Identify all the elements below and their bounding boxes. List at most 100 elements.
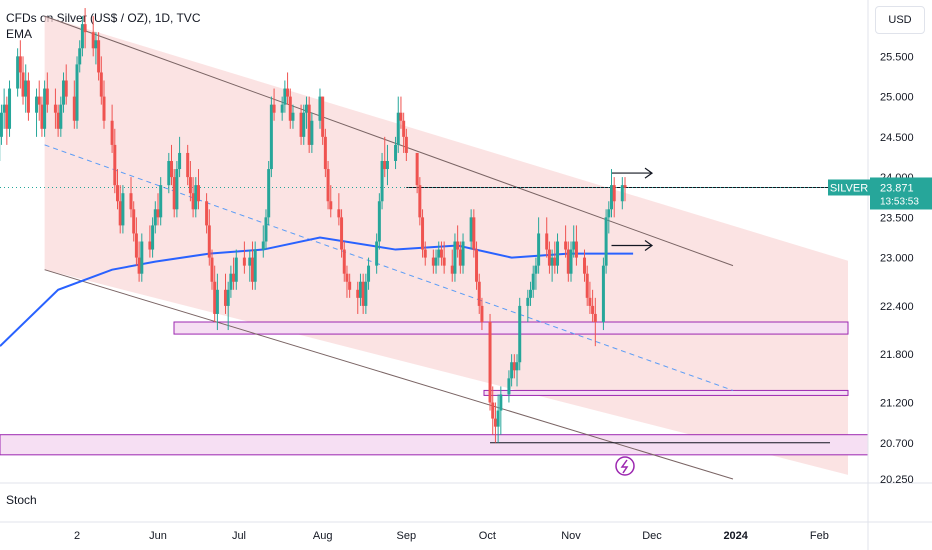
candle-body[interactable] [394, 144, 398, 161]
candle-body[interactable] [574, 241, 578, 258]
candle-body[interactable] [5, 104, 9, 129]
candle-body[interactable] [469, 217, 473, 242]
candle-body[interactable] [191, 193, 195, 210]
candle-body[interactable] [53, 104, 57, 113]
candle-body[interactable] [318, 96, 322, 121]
candle-body[interactable] [8, 88, 12, 129]
candle-body[interactable] [434, 257, 438, 266]
candle-body[interactable] [169, 161, 173, 178]
candle-body[interactable] [43, 88, 47, 129]
candle-body[interactable] [472, 217, 476, 250]
candle-body[interactable] [604, 217, 608, 266]
candle-body[interactable] [129, 193, 133, 210]
candle-body[interactable] [361, 281, 365, 306]
candle-body[interactable] [310, 120, 314, 145]
candle-body[interactable] [83, 24, 87, 33]
price-tag[interactable] [870, 177, 932, 210]
candle-body[interactable] [72, 96, 76, 121]
candle-body[interactable] [210, 257, 214, 282]
candle-body[interactable] [110, 120, 114, 145]
candle-body[interactable] [26, 80, 30, 113]
candle-body[interactable] [24, 80, 28, 97]
candle-body[interactable] [213, 281, 217, 314]
candle-body[interactable] [0, 112, 3, 137]
candle-body[interactable] [134, 233, 138, 258]
candle-body[interactable] [250, 257, 254, 282]
support-zone[interactable] [173, 321, 849, 335]
candle-body[interactable] [37, 96, 41, 105]
candle-body[interactable] [59, 104, 63, 129]
candle-body[interactable] [326, 169, 330, 202]
candle-body[interactable] [450, 265, 454, 274]
channel-upper-line[interactable] [44, 15, 734, 267]
candle-body[interactable] [399, 112, 403, 121]
candle-body[interactable] [175, 169, 179, 210]
candle-body[interactable] [35, 96, 39, 113]
candle-body[interactable] [323, 136, 327, 170]
candle-body[interactable] [607, 209, 611, 218]
candle-body[interactable] [437, 249, 441, 258]
candle-body[interactable] [286, 88, 290, 97]
candle-body[interactable] [480, 305, 484, 322]
candle-body[interactable] [367, 265, 371, 282]
candle-body[interactable] [148, 241, 152, 250]
candle-body[interactable] [620, 185, 624, 202]
candle-body[interactable] [491, 402, 495, 419]
candle-body[interactable] [40, 104, 44, 129]
candle-body[interactable] [588, 297, 592, 306]
candle-body[interactable] [21, 72, 25, 97]
candle-body[interactable] [496, 410, 500, 427]
candle-body[interactable] [132, 209, 136, 234]
candle-body[interactable] [121, 193, 125, 226]
candle-body[interactable] [215, 289, 219, 314]
candle-body[interactable] [291, 112, 295, 121]
support-zone[interactable] [483, 389, 849, 396]
candle-body[interactable] [526, 297, 530, 306]
candle-body[interactable] [178, 152, 182, 170]
candle-body[interactable] [534, 265, 538, 274]
candle-body[interactable] [461, 241, 465, 266]
candle-body[interactable] [264, 217, 268, 242]
candle-body[interactable] [439, 249, 443, 258]
candle-body[interactable] [385, 161, 389, 170]
candle-body[interactable] [553, 257, 557, 266]
candle-body[interactable] [113, 144, 117, 186]
ema-indicator-label[interactable]: EMA [6, 27, 33, 41]
candle-body[interactable] [299, 112, 303, 137]
candle-body[interactable] [62, 80, 66, 105]
candle-body[interactable] [556, 241, 560, 266]
candle-body[interactable] [288, 96, 292, 121]
candle-body[interactable] [566, 249, 570, 274]
candle-body[interactable] [564, 241, 568, 250]
candle-body[interactable] [593, 313, 597, 322]
candle-body[interactable] [358, 281, 362, 298]
candle-body[interactable] [583, 257, 587, 274]
candle-body[interactable] [529, 289, 533, 298]
candle-body[interactable] [207, 225, 211, 258]
candle-body[interactable] [18, 56, 22, 73]
candle-body[interactable] [342, 249, 346, 274]
candle-body[interactable] [383, 161, 387, 170]
candle-body[interactable] [329, 201, 333, 210]
candle-body[interactable] [64, 80, 68, 97]
candle-body[interactable] [159, 185, 163, 218]
candle-body[interactable] [591, 305, 595, 314]
candle-body[interactable] [153, 209, 157, 226]
candle-body[interactable] [156, 209, 160, 218]
symbol-tag[interactable] [828, 179, 870, 196]
candle-body[interactable] [172, 177, 176, 210]
candle-body[interactable] [510, 362, 514, 379]
candle-body[interactable] [531, 273, 535, 290]
candle-body[interactable] [458, 249, 462, 266]
candle-body[interactable] [453, 241, 457, 274]
candle-body[interactable] [151, 225, 155, 250]
candle-body[interactable] [102, 96, 106, 121]
candle-body[interactable] [518, 305, 522, 363]
candle-body[interactable] [186, 152, 190, 178]
candle-body[interactable] [118, 201, 122, 226]
candle-body[interactable] [337, 209, 341, 218]
candle-body[interactable] [612, 185, 616, 202]
candle-body[interactable] [610, 185, 614, 210]
candle-body[interactable] [456, 241, 460, 250]
candle-body[interactable] [537, 233, 541, 266]
